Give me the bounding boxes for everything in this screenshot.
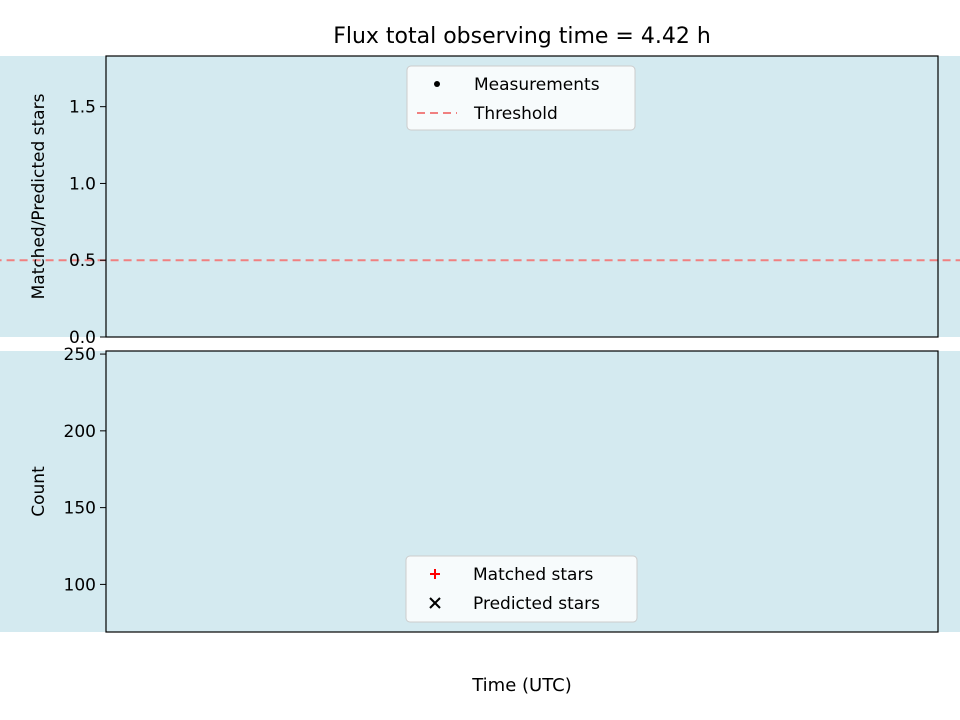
bottom-legend: Matched stars Predicted stars: [405, 555, 638, 623]
x-axis-label: Time (UTC): [471, 675, 572, 696]
bot-ytick-label: 200: [64, 422, 96, 442]
chart-title: Flux total observing time = 4.42 h: [333, 24, 711, 49]
bottom-plot-frame: [105, 350, 939, 633]
top-ytick-label: 1.5: [69, 98, 96, 118]
top-panel: 0.0 0.5 1.0 1.5 Matched/Predicted stars Mea…: [0, 55, 960, 348]
bot-ytick-label: 100: [64, 575, 96, 595]
legend-predicted-marker: [429, 597, 441, 609]
bot-ytick-label: 250: [64, 345, 96, 365]
top-ytick-label: 0.0: [69, 328, 96, 348]
legend-predicted-label: Predicted stars: [473, 594, 600, 614]
bottom-legend-box: [405, 555, 638, 623]
top-legend-box: [406, 65, 636, 131]
legend-threshold-label: Threshold: [473, 104, 558, 124]
bottom-y-axis-label: Count: [29, 466, 49, 517]
legend-matched-marker: [430, 569, 440, 579]
legend-matched-label: Matched stars: [473, 565, 593, 585]
legend-measurements-marker: [434, 81, 440, 87]
top-y-ticks: 0.0 0.5 1.0 1.5: [69, 98, 106, 348]
bottom-y-ticks: 100 150 200 250: [64, 345, 106, 595]
top-y-axis-label: Matched/Predicted stars: [29, 93, 49, 299]
bot-ytick-label: 150: [64, 499, 96, 519]
top-legend: Measurements Threshold: [406, 65, 636, 131]
top-ytick-label: 0.5: [69, 251, 96, 271]
legend-measurements-label: Measurements: [474, 75, 600, 95]
top-plot-frame: [105, 55, 939, 338]
top-ytick-label: 1.0: [69, 174, 96, 194]
